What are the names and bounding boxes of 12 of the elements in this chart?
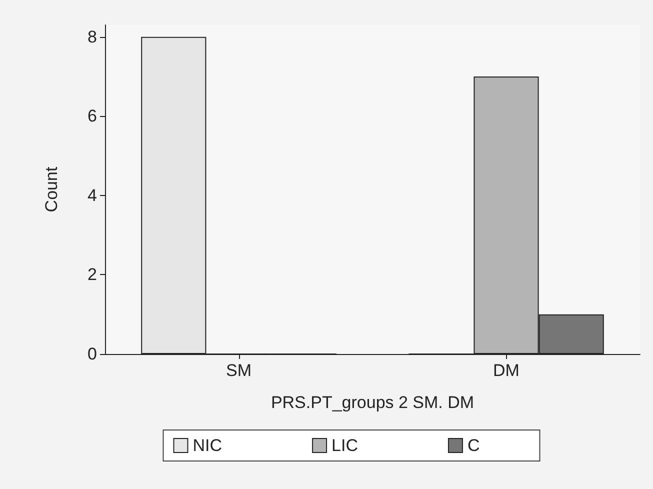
x-axis-title: PRS.PT_groups 2 SM. DM: [270, 393, 474, 412]
y-tick-label: 2: [88, 265, 97, 284]
y-tick-label: 4: [88, 186, 97, 205]
x-tick-label: SM: [226, 361, 252, 380]
y-tick-label: 6: [88, 106, 97, 126]
legend-label: C: [467, 436, 480, 455]
x-tick-label: DM: [493, 361, 520, 380]
legend-label: LIC: [332, 436, 358, 455]
legend-label: NIC: [192, 436, 222, 455]
y-tick-label: 0: [88, 344, 97, 364]
y-tick-label: 8: [88, 27, 97, 46]
y-axis-title: Count: [42, 166, 61, 212]
